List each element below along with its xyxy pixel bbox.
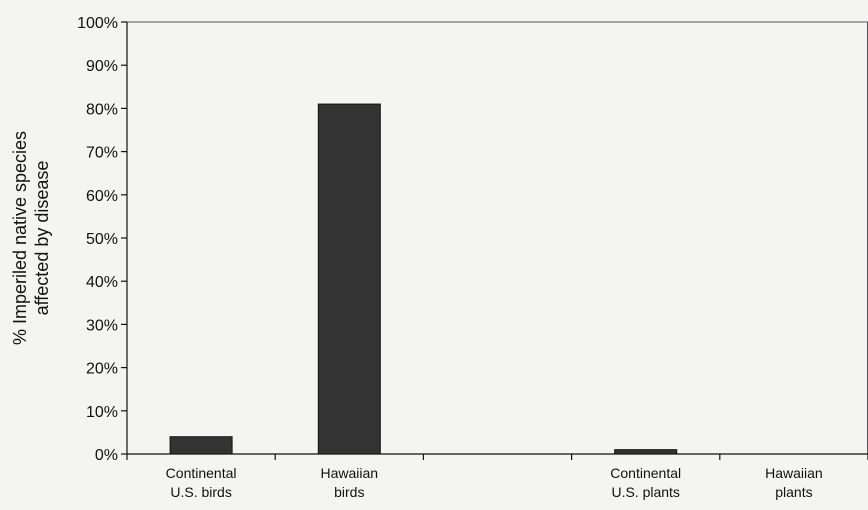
bars [169, 103, 678, 455]
y-tick-label: 100% [77, 15, 118, 32]
y-tick-label: 20% [86, 361, 118, 378]
y-tick-label: 70% [86, 145, 118, 162]
x-category-label: plants [775, 484, 812, 500]
x-category-label: Hawaiian [321, 465, 379, 481]
bar [169, 436, 233, 455]
y-tick-label: 90% [86, 58, 118, 75]
y-axis-title: % Imperiled native species affected by di… [10, 131, 52, 345]
bar [614, 449, 678, 455]
x-category-label: Continental [166, 465, 237, 481]
plot-frame [127, 21, 868, 454]
x-category-label: U.S. birds [170, 484, 231, 500]
y-tick-label: 10% [86, 404, 118, 421]
bar [317, 103, 381, 455]
x-category-label: birds [334, 484, 364, 500]
x-category-label: Continental [610, 465, 681, 481]
y-tick-label: 40% [86, 274, 118, 291]
y-tick-label: 0% [95, 447, 118, 464]
y-tick-label: 30% [86, 317, 118, 334]
x-category-label: U.S. plants [611, 484, 679, 500]
y-tick-label: 50% [86, 231, 118, 248]
x-category-label: Hawaiian [765, 465, 823, 481]
y-axis: 0% 10% 20% 30% 40% 50% 60% 70% 80% 90% 100% [77, 15, 128, 464]
y-tick-label: 60% [86, 188, 118, 205]
x-axis: Continental U.S. birds Hawaiian birds Contin… [126, 453, 868, 500]
y-tick-label: 80% [86, 101, 118, 118]
